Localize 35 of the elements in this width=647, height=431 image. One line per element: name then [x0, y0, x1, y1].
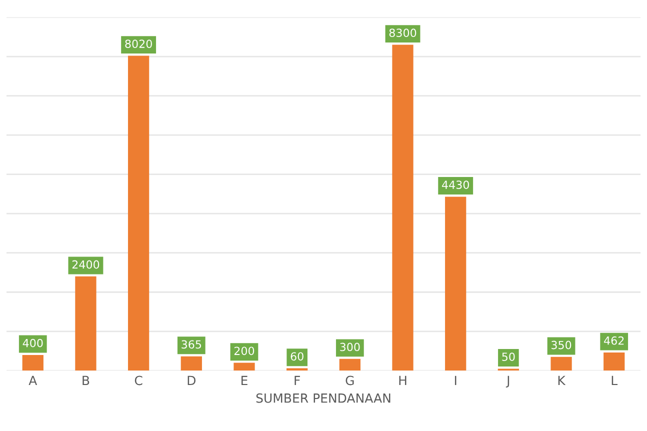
data-label: 4430: [442, 180, 469, 189]
x-tick-label: F: [294, 376, 300, 386]
bar: [22, 354, 44, 371]
x-tick-label: D: [188, 376, 196, 386]
x-tick-label: I: [454, 376, 456, 386]
bar: [392, 44, 414, 371]
data-label: 300: [340, 342, 360, 352]
bar: [128, 56, 150, 371]
bar: [445, 196, 466, 371]
x-axis-title: SUMBER PENDANAAN: [256, 393, 390, 403]
x-tick-label: B: [82, 376, 90, 386]
x-tick-label: J: [506, 376, 510, 388]
x-tick-label: G: [346, 376, 354, 386]
data-label: 8020: [125, 40, 152, 48]
bar: [180, 356, 202, 371]
bar: [604, 352, 625, 371]
x-tick-label: H: [399, 376, 406, 386]
bar: [234, 362, 255, 371]
bar: [339, 358, 360, 371]
data-label: 462: [604, 336, 624, 345]
x-tick-label: K: [558, 376, 566, 386]
bar: [550, 356, 572, 371]
data-label: 60: [290, 352, 304, 361]
data-label: 2400: [72, 260, 100, 269]
data-label: 400: [22, 338, 43, 348]
data-label: 350: [552, 340, 572, 350]
x-tick-label: C: [134, 376, 142, 386]
bar: [75, 276, 96, 371]
data-label: 365: [182, 340, 202, 349]
data-label: 8300: [389, 28, 416, 38]
x-tick-label: E: [242, 376, 248, 386]
x-tick-label: L: [612, 376, 618, 386]
x-tick-label: A: [28, 376, 38, 386]
data-label: 200: [234, 346, 254, 356]
data-label: 50: [502, 352, 515, 361]
